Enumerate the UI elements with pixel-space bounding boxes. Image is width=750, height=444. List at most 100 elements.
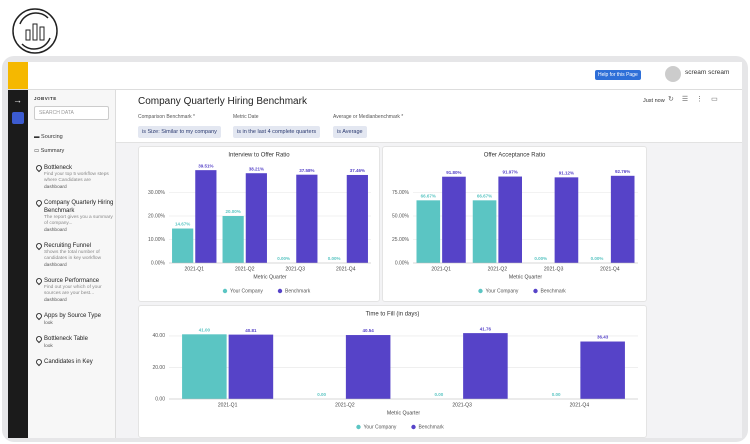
item-desc: The report gives you a summary of compan… xyxy=(44,215,113,226)
x-tick-label: 2021-Q2 xyxy=(335,402,355,408)
main-area: Company Quarterly Hiring Benchmark Just … xyxy=(116,90,742,438)
item-kind: dashboard xyxy=(44,263,67,268)
legend-label: Benchmark xyxy=(419,424,445,430)
item-title: Source Performance xyxy=(44,278,100,284)
legend-label: Your Company xyxy=(230,288,263,294)
item-title: Bottleneck Table xyxy=(44,336,88,342)
item-kind: dashboard xyxy=(44,298,67,303)
item-list: Bottleneck Find your top 5 workflow steps… xyxy=(34,164,115,366)
value-label: 39.51% xyxy=(198,163,213,168)
value-label: 41.76 xyxy=(480,326,492,331)
y-tick-label: 0.00% xyxy=(151,260,166,266)
folder-label: Sourcing xyxy=(41,134,63,140)
item-title: Apps by Source Type xyxy=(44,313,101,319)
item-title: Candidates in Key xyxy=(44,359,93,365)
bar xyxy=(442,176,466,263)
value-label: 0.00% xyxy=(534,256,547,261)
user-name[interactable]: scream scream xyxy=(685,69,730,76)
bar xyxy=(296,174,318,263)
value-label: 40.54 xyxy=(363,328,375,333)
sidebar-item[interactable]: Candidates in Key xyxy=(34,358,115,366)
legend-label: Benchmark xyxy=(541,288,567,294)
bar xyxy=(228,334,274,399)
top-bar: Help for this Page scream scream xyxy=(8,62,742,90)
avatar[interactable] xyxy=(665,66,681,82)
x-tick-label: 2021-Q4 xyxy=(336,266,356,272)
search-box[interactable]: SEARCH DATA xyxy=(34,106,109,120)
value-label: 0.00 xyxy=(434,392,443,397)
item-desc: Shows the total number of candidates in … xyxy=(44,250,102,261)
help-button[interactable]: Help for this Page xyxy=(595,70,641,80)
x-tick-label: 2021-Q1 xyxy=(431,266,451,272)
legend-marker xyxy=(533,288,538,294)
dashboard-icon[interactable] xyxy=(12,112,24,124)
item-title: Company Quarterly Hiring Benchmark xyxy=(44,200,114,214)
bar xyxy=(610,175,635,263)
sidebar-item[interactable]: Recruiting Funnel Shows the total number … xyxy=(34,242,115,269)
folder-list: ▬ Sourcing ▭ Summary Bottleneck Find your… xyxy=(34,134,115,366)
y-tick-label: 75.00% xyxy=(392,190,410,196)
x-axis-label: Metric Quarter xyxy=(253,274,286,280)
y-tick-label: 0.00% xyxy=(395,260,410,266)
expand-icon[interactable]: → xyxy=(13,95,22,105)
value-label: 92.76% xyxy=(615,169,630,174)
x-tick-label: 2021-Q2 xyxy=(235,266,255,272)
chart-card: Offer Acceptance Ratio 0.00% 25.00% 50.00% 7… xyxy=(382,146,647,302)
filter-label: Average or Medianbenchmark * xyxy=(333,114,404,120)
sidebar-item[interactable]: Apps by Source Type look xyxy=(34,312,115,327)
folder[interactable]: ▭ Summary xyxy=(34,148,65,154)
bar xyxy=(182,334,227,399)
y-tick-label: 20.00% xyxy=(148,213,166,219)
brand: JOBVITE xyxy=(34,96,57,101)
bar xyxy=(463,333,508,399)
value-label: 36.43 xyxy=(597,335,609,340)
filter-value[interactable]: is in the last 4 complete quarters xyxy=(233,126,321,138)
dashboard-header: Company Quarterly Hiring Benchmark Just … xyxy=(116,90,742,143)
legend-marker xyxy=(356,424,361,430)
toolbar-icons[interactable]: ↻☰⋮▭ xyxy=(668,96,726,103)
chart-card: Time to Fill (in days) 0.00 20.00 40.00 2021… xyxy=(138,305,647,438)
bar xyxy=(222,216,244,263)
value-label: 0.00 xyxy=(317,392,326,397)
x-axis-label: Metric Quarter xyxy=(387,410,420,416)
value-label: 0.00% xyxy=(591,256,604,261)
apps-button[interactable] xyxy=(8,62,28,89)
filter[interactable]: Average or Medianbenchmark * is Average xyxy=(333,114,403,138)
sidebar-item[interactable]: Company Quarterly Hiring Benchmark The re… xyxy=(34,199,115,234)
legend-marker xyxy=(277,288,283,294)
legend-marker xyxy=(411,424,416,430)
filter[interactable]: Comparison Benchmark * is Size: Similar t… xyxy=(138,114,221,138)
value-label: 0.00% xyxy=(277,256,290,261)
chart-card: Interview to Offer Ratio 0.00% 10.00% 20.00… xyxy=(138,146,380,302)
sidebar-item[interactable]: Bottleneck Table look xyxy=(34,335,115,350)
value-label: 37.58% xyxy=(299,168,314,173)
chart-title: Time to Fill (in days) xyxy=(366,312,420,318)
item-kind: dashboard xyxy=(44,185,67,190)
folder-label: Summary xyxy=(40,148,65,154)
filter-value[interactable]: is Average xyxy=(333,126,367,138)
filter[interactable]: Metric Date is in the last 4 complete qua… xyxy=(233,114,321,138)
y-tick-label: 10.00% xyxy=(148,237,166,243)
x-tick-label: 2021-Q1 xyxy=(185,266,205,272)
sidebar-item[interactable]: Source Performance Find out your which of… xyxy=(34,277,115,304)
value-label: 20.00% xyxy=(226,209,241,214)
value-label: 66.67% xyxy=(421,194,436,199)
bar xyxy=(346,174,368,263)
sidebar-item[interactable]: Bottleneck Find your top 5 workflow steps… xyxy=(34,164,115,191)
value-label: 91.12% xyxy=(559,171,574,176)
folder[interactable]: ▬ Sourcing xyxy=(34,134,63,140)
x-tick-label: 2021-Q2 xyxy=(488,266,508,272)
app-window: Help for this Page scream scream → JOBVI… xyxy=(8,62,742,438)
bar xyxy=(580,341,625,399)
y-tick-label: 30.00% xyxy=(148,190,166,196)
chart-title: Interview to Offer Ratio xyxy=(228,153,290,159)
x-axis-label: Metric Quarter xyxy=(509,274,542,280)
value-label: 91.80% xyxy=(446,170,461,175)
value-label: 0.00% xyxy=(328,256,341,261)
bar xyxy=(416,200,441,263)
filter-value[interactable]: is Size: Similar to my company xyxy=(138,126,221,138)
bar xyxy=(345,335,391,399)
legend-label: Your Company xyxy=(364,424,397,430)
bar xyxy=(172,228,194,263)
